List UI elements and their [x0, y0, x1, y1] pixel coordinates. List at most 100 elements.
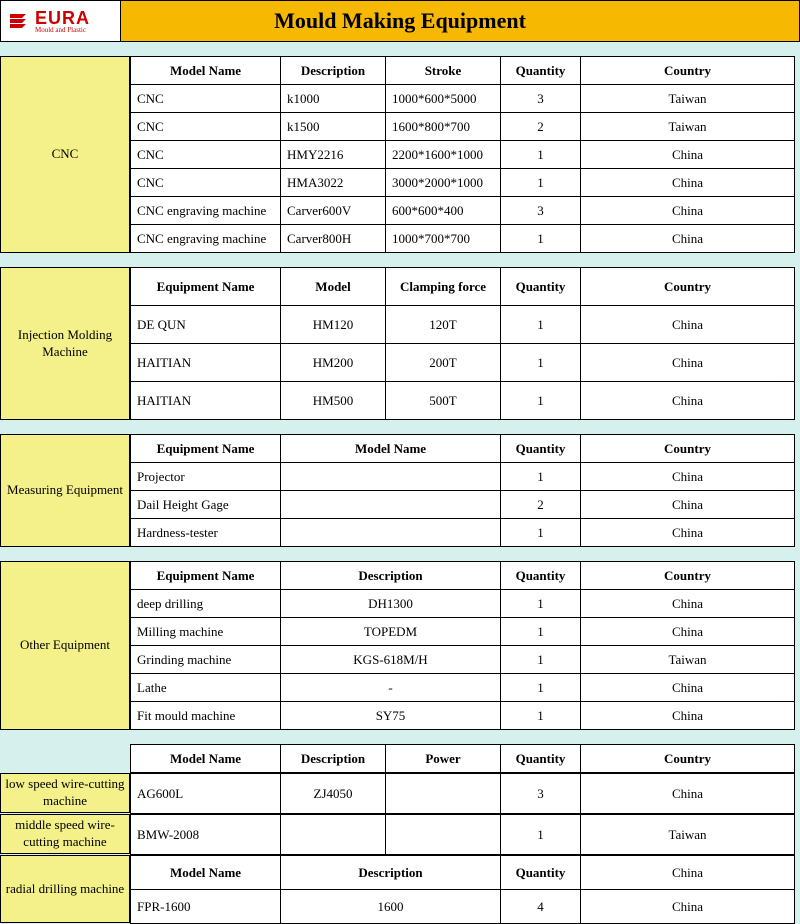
cell: 1 [501, 590, 581, 618]
cell: 1 [501, 618, 581, 646]
col-stroke: Stroke [386, 57, 501, 85]
col-country: Country [581, 745, 795, 773]
cell: 1 [501, 702, 581, 730]
table-header-row: Model Name Description Stroke Quantity C… [131, 57, 795, 85]
cell: CNC [131, 113, 281, 141]
category-lowspeed: low speed wire-cutting machine [0, 773, 130, 813]
cell: 1 [501, 463, 581, 491]
cell: China [581, 306, 795, 344]
cell: SY75 [281, 702, 501, 730]
col-equip: Equipment Name [131, 435, 281, 463]
col-qty: Quantity [501, 268, 581, 306]
section-injection: Injection Molding Machine Equipment Name… [0, 267, 800, 420]
cell: China [581, 141, 795, 169]
cell: DH1300 [281, 590, 501, 618]
col-equip: Equipment Name [131, 268, 281, 306]
cell: China [581, 169, 795, 197]
cell: China [581, 225, 795, 253]
cell: 2200*1600*1000 [386, 141, 501, 169]
cell [281, 519, 501, 547]
cell: 1 [501, 646, 581, 674]
cell: HAITIAN [131, 344, 281, 382]
category-midspeed: middle speed wire-cutting machine [0, 814, 130, 854]
table-row: CNCHMY22162200*1600*10001China [131, 141, 795, 169]
logo-icon [7, 9, 31, 33]
table-row: BMW-20081Taiwan [131, 815, 795, 855]
col-power: Power [386, 745, 501, 773]
col-desc: Description [281, 57, 386, 85]
cell: 200T [386, 344, 501, 382]
page-title: Mould Making Equipment [121, 8, 799, 34]
table-header-row: Equipment Name Model Clamping force Quan… [131, 268, 795, 306]
cell: - [281, 674, 501, 702]
table-header-row: Model Name Description Quantity China [131, 856, 795, 890]
cell: China [581, 491, 795, 519]
cell: k1500 [281, 113, 386, 141]
col-model: Model Name [131, 856, 281, 890]
cell: ZJ4050 [281, 774, 386, 814]
col-qty: Quantity [501, 562, 581, 590]
cell: AG600L [131, 774, 281, 814]
cell: Projector [131, 463, 281, 491]
table-row: HAITIANHM500500T1China [131, 382, 795, 420]
table-row: Milling machineTOPEDM1China [131, 618, 795, 646]
col-desc: Description [281, 562, 501, 590]
cell: China [581, 590, 795, 618]
section-cnc: CNC Model Name Description Stroke Quanti… [0, 56, 800, 253]
cell: 1000*700*700 [386, 225, 501, 253]
cell: 2 [501, 113, 581, 141]
table-header-row: Equipment Name Description Quantity Coun… [131, 562, 795, 590]
table-row: Grinding machineKGS-618M/H1Taiwan [131, 646, 795, 674]
cell: 3 [501, 85, 581, 113]
cell: HMA3022 [281, 169, 386, 197]
cell: HM500 [281, 382, 386, 420]
cell [281, 491, 501, 519]
table-row: CNC engraving machineCarver800H1000*700*… [131, 225, 795, 253]
cell: China [581, 674, 795, 702]
cell: FPR-1600 [131, 890, 281, 924]
cell: China [581, 197, 795, 225]
cell: HMY2216 [281, 141, 386, 169]
cell: China [581, 774, 795, 814]
cell: 3 [501, 774, 581, 814]
table-row: CNCk15001600*800*7002Taiwan [131, 113, 795, 141]
table-row: deep drillingDH13001China [131, 590, 795, 618]
col-model: Model Name [131, 745, 281, 773]
cell: 2 [501, 491, 581, 519]
cell: CNC engraving machine [131, 197, 281, 225]
cell: 1 [501, 169, 581, 197]
table-row: Fit mould machineSY751China [131, 702, 795, 730]
cell: China [581, 344, 795, 382]
table-row: FPR-1600 1600 4 China [131, 890, 795, 924]
col-desc: Description [281, 745, 386, 773]
cell: 4 [501, 890, 581, 924]
category-other: Other Equipment [0, 561, 130, 730]
cell: 600*600*400 [386, 197, 501, 225]
cell: 1 [501, 674, 581, 702]
col-model: Model Name [131, 57, 281, 85]
col-qty: Quantity [501, 856, 581, 890]
section-measuring: Measuring Equipment Equipment Name Model… [0, 434, 800, 547]
table-row: AG600LZJ4050 3China [131, 774, 795, 814]
table-lowspeed: AG600LZJ4050 3China [130, 773, 795, 814]
cell: China [581, 382, 795, 420]
category-radial: radial drilling machine [0, 855, 130, 923]
table-row: Dail Height Gage2China [131, 491, 795, 519]
cell: Taiwan [581, 815, 795, 855]
cell: China [581, 702, 795, 730]
logo-brand: EURA [35, 8, 90, 28]
cell: deep drilling [131, 590, 281, 618]
table-row: CNCk10001000*600*50003Taiwan [131, 85, 795, 113]
table-header-row: Equipment Name Model Name Quantity Count… [131, 435, 795, 463]
cell [386, 815, 501, 855]
cell: DE QUN [131, 306, 281, 344]
table-row: HAITIANHM200200T1China [131, 344, 795, 382]
cell: 1600*800*700 [386, 113, 501, 141]
table-injection: Equipment Name Model Clamping force Quan… [130, 267, 795, 420]
col-country: Country [581, 435, 795, 463]
cell [386, 774, 501, 814]
cell: 1 [501, 306, 581, 344]
section-wire: Model Name Description Power Quantity Co… [0, 744, 800, 924]
cell: Grinding machine [131, 646, 281, 674]
cell: CNC [131, 85, 281, 113]
